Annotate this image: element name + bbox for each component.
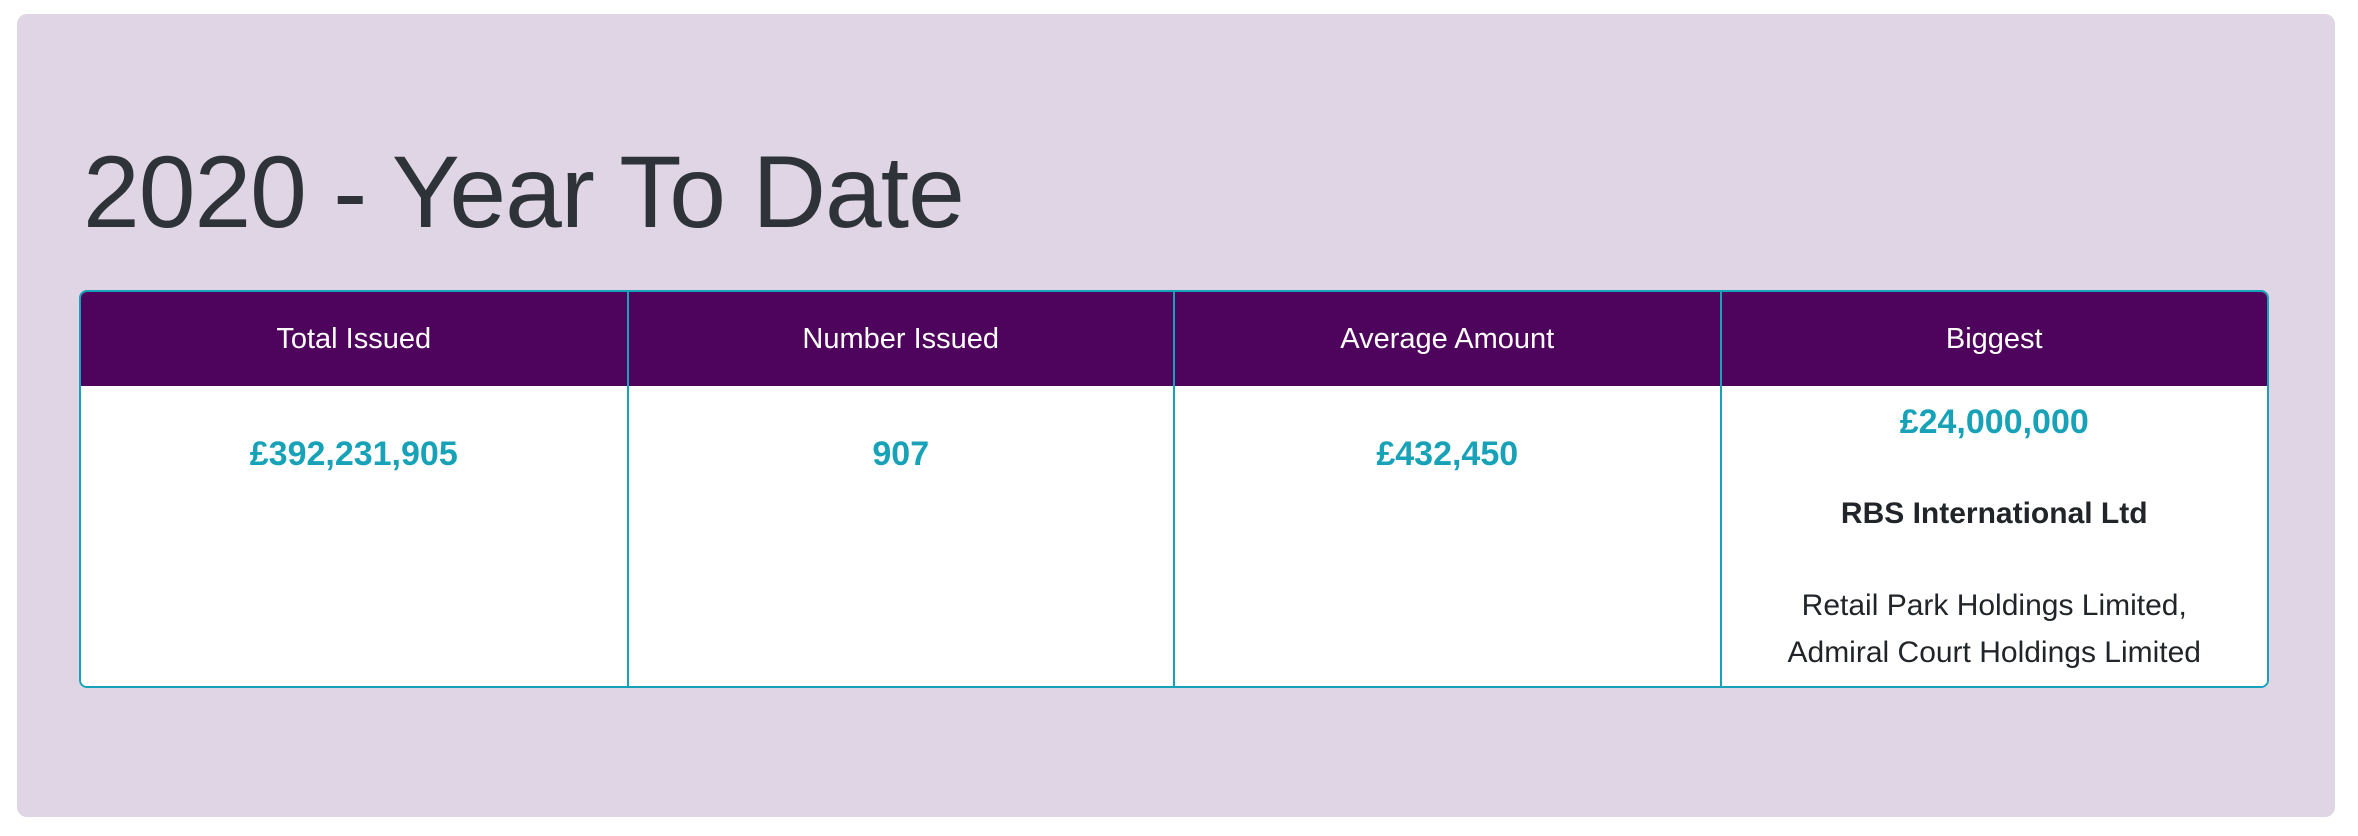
col-header-average-amount: Average Amount: [1174, 292, 1722, 386]
stats-row: £392,231,905 907 £432,450 £24,000,000 RB…: [81, 386, 2267, 686]
biggest-issuer-name: RBS International Ltd: [1840, 497, 2148, 530]
summary-table: Total Issued Number Issued Average Amoun…: [79, 290, 2269, 688]
col-header-number-issued: Number Issued: [627, 292, 1175, 386]
summary-table-header: Total Issued Number Issued Average Amoun…: [81, 292, 2267, 386]
cell-biggest: £24,000,000 RBS International Ltd Retail…: [1720, 386, 2267, 686]
cell-number-issued: 907: [627, 386, 1175, 686]
col-header-total-issued: Total Issued: [81, 292, 629, 386]
average-amount-value: £432,450: [1376, 435, 1519, 473]
summary-table-body: £392,231,905 907 £432,450 £24,000,000 RB…: [81, 386, 2267, 686]
number-issued-value: 907: [872, 435, 930, 473]
col-header-biggest: Biggest: [1720, 292, 2267, 386]
header-row: Total Issued Number Issued Average Amoun…: [81, 292, 2267, 386]
cell-average-amount: £432,450: [1174, 386, 1722, 686]
year-to-date-card: 2020 - Year To Date Total Issued Number …: [17, 14, 2335, 817]
cell-total-issued: £392,231,905: [81, 386, 629, 686]
page-title: 2020 - Year To Date: [83, 135, 965, 249]
biggest-properties-list: Retail Park Holdings Limited, Admiral Co…: [1787, 589, 2202, 669]
total-issued-value: £392,231,905: [249, 435, 458, 473]
biggest-value: £24,000,000: [1899, 403, 2089, 441]
